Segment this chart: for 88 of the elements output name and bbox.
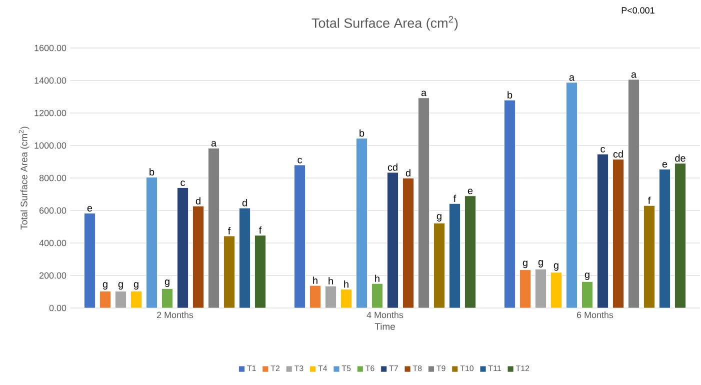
data-label: cd	[388, 163, 398, 171]
bar	[224, 236, 235, 308]
bar	[146, 176, 158, 308]
bar	[644, 205, 655, 308]
x-tick-label: 4 Months	[366, 312, 404, 318]
bar	[566, 82, 578, 308]
data-label: f	[259, 226, 262, 234]
data-label: h	[313, 276, 318, 284]
data-label: f	[454, 194, 456, 202]
bar	[84, 213, 96, 308]
data-label: b	[360, 129, 364, 137]
bar	[628, 79, 640, 308]
bar	[356, 138, 368, 308]
bar	[192, 206, 204, 308]
bar	[208, 148, 220, 308]
bar	[674, 163, 686, 308]
y-tick-label: 1200.00	[34, 110, 66, 116]
y-tick-label: 600.00	[40, 207, 66, 214]
data-label: h	[375, 274, 380, 282]
y-tick-label: 1000.00	[34, 142, 66, 149]
data-label: d	[242, 199, 247, 206]
data-label: g	[102, 282, 108, 290]
bar	[402, 178, 414, 308]
bar	[520, 270, 531, 308]
data-label: b	[150, 168, 154, 176]
data-label: h	[344, 280, 348, 288]
bar	[177, 188, 188, 308]
data-label: de	[675, 154, 686, 162]
data-label: c	[180, 180, 185, 186]
data-label: g	[584, 272, 590, 280]
bar	[130, 291, 142, 308]
bar	[294, 164, 306, 308]
y-tick-label: 200.00	[40, 272, 66, 279]
data-label: e	[662, 162, 668, 168]
data-label: f	[648, 196, 651, 204]
data-label: a	[569, 75, 575, 81]
data-label: e	[468, 188, 473, 194]
data-label: g	[436, 214, 442, 222]
bar	[597, 154, 608, 308]
bar	[449, 203, 460, 308]
data-label: g	[118, 282, 123, 290]
data-label: d	[406, 169, 410, 176]
bar	[100, 291, 111, 308]
bar	[464, 196, 476, 308]
x-tick-label: 2 Months	[157, 312, 194, 318]
bar	[340, 289, 352, 308]
data-label: cd	[613, 150, 623, 158]
bar	[612, 159, 624, 308]
x-axis-title: Time	[374, 322, 395, 330]
bar	[535, 268, 546, 308]
data-label: f	[228, 227, 231, 234]
bar	[325, 286, 336, 308]
bar	[372, 283, 383, 308]
data-label: g	[164, 280, 170, 287]
text: P<0.001	[622, 7, 654, 14]
data-label: a	[211, 141, 217, 147]
bar	[387, 172, 398, 308]
data-label: a	[421, 90, 427, 96]
y-axis-title: Total Surface Area (cm$^{2}$)	[18, 126, 30, 230]
bar	[434, 222, 445, 308]
data-label: g	[538, 260, 543, 268]
bar	[582, 281, 593, 308]
bar	[504, 100, 516, 308]
bar	[659, 169, 670, 308]
data-label: g	[134, 282, 138, 290]
y-tick-label: 1400.00	[34, 77, 66, 84]
bar	[418, 98, 430, 308]
data-label: h	[328, 277, 333, 284]
chart-title: Total Surface Area (cm$^{2}$)	[312, 16, 458, 30]
data-label: g	[522, 260, 528, 268]
data-label: c	[298, 158, 302, 164]
bar	[162, 288, 173, 308]
data-label: g	[554, 263, 558, 271]
x-tick-label: 6 Months	[577, 312, 614, 318]
data-label: b	[508, 91, 512, 98]
bar	[254, 235, 266, 308]
y-tick-label: 400.00	[39, 240, 66, 246]
y-tick-label: 800.00	[39, 174, 66, 182]
bar	[115, 291, 126, 308]
bar	[310, 285, 321, 308]
y-tick-label: 0.00	[49, 304, 66, 312]
y-tick-label: 1600.00	[34, 44, 66, 52]
data-label: c	[600, 146, 605, 152]
data-label: d	[196, 197, 200, 204]
data-label: e	[87, 206, 92, 212]
bar	[550, 272, 562, 308]
bar	[239, 208, 250, 308]
data-label: a	[631, 72, 637, 78]
